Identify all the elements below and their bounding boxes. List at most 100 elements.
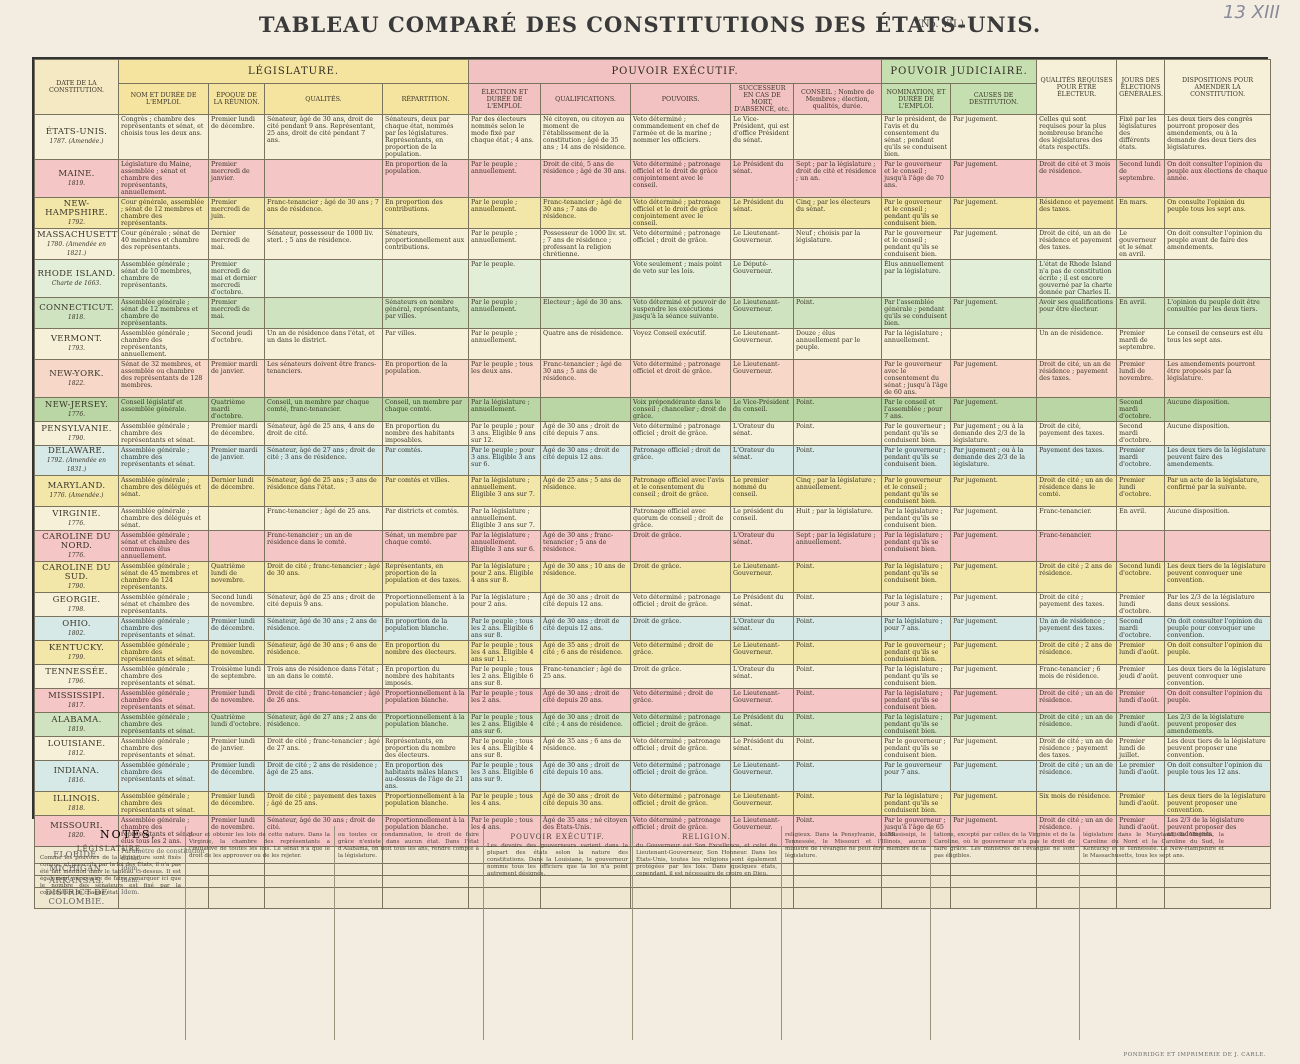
constitution-year: 1787. (Amendée.) xyxy=(49,138,104,145)
table-cell: Premier lundi d'août. xyxy=(1116,815,1166,847)
constitution-year: 1776. xyxy=(67,551,86,559)
table-cell: Le Président du sénat. xyxy=(730,712,795,737)
notes-divider xyxy=(1079,826,1080,1040)
state-row: INDIANA. 1816. Assemblée générale ; chambr… xyxy=(34,760,1272,792)
state-name: KENTUCKY. xyxy=(48,642,105,653)
table-cell: Droit de cité, un an de résidence et pay… xyxy=(1036,228,1118,260)
constitution-year: 1816. xyxy=(67,777,86,784)
table-cell xyxy=(1036,397,1118,422)
table-cell: Franc-tenancier ; 6 mois de résidence. xyxy=(1036,664,1118,689)
table-cell: Par jugement. xyxy=(950,712,1038,737)
table-cell: Âgé de 35 ans ; droit de cité ; 6 ans de… xyxy=(540,640,632,665)
table-cell: Veto déterminé ; patronage officiel et l… xyxy=(630,159,732,198)
notes-section: NOTES. LÉGISLATURE. Comme les pouvoirs de… xyxy=(32,822,1268,1050)
table-cell: Par la législature ; pour 3 ans. xyxy=(881,592,952,617)
state-name-cell: ALABAMA. 1819. xyxy=(34,712,119,737)
table-cell: Un an de résidence ; payement des taxes. xyxy=(1036,616,1118,641)
table-cell xyxy=(264,159,383,198)
table-cell: Droit de grâce. xyxy=(630,561,732,593)
table-cell: Les deux tiers de la législature peuvent… xyxy=(1164,445,1272,476)
table-cell: Par la législature ; annuellement. xyxy=(468,397,542,422)
table-cell: Point. xyxy=(793,815,883,847)
state-name: OHIO. xyxy=(62,618,91,629)
table-cell: Le Lieutenant-Gouverneur. xyxy=(730,760,795,792)
constitution-year: 1793. xyxy=(67,345,86,352)
table-cell: Sept ; par la législature ; droit de cit… xyxy=(793,159,883,198)
state-name-cell: CAROLINE DU NORD. 1776. xyxy=(34,530,119,562)
table-cell: Âgé de 35 ans ; né citoyen des États-Uni… xyxy=(540,815,632,847)
table-cell: Âgé de 30 ans ; droit de cité depuis 12 … xyxy=(540,445,632,476)
table-cell: Par la législature ; annuellement. Éligi… xyxy=(468,530,542,562)
constitution-year: 1776. xyxy=(67,519,86,527)
table-cell: Par le peuple ; annuellement. xyxy=(468,228,542,260)
table-cell: Sénateur, âgé de 25 ans ; 3 ans de résid… xyxy=(264,475,383,507)
table-cell: Possesseur de 1000 liv. st. ; 7 ans de r… xyxy=(540,228,632,260)
state-row: ÉTATS-UNIS. 1787. (Amendée.) Congrès ; cha… xyxy=(34,114,1272,160)
table-cell: En avril. xyxy=(1116,506,1166,531)
table-cell: Droit de cité, 5 ans de résidence ; âgé … xyxy=(540,159,632,198)
state-name: PENSYLVANIE. xyxy=(41,423,112,434)
state-row: ILLINOIS. 1818. Assemblée générale ; chamb… xyxy=(34,791,1272,816)
table-cell: Assemblée générale ; sénat et chambre de… xyxy=(118,592,209,617)
table-cell: Premier lundi de décembre. xyxy=(208,791,265,816)
table-cell: Veto déterminé ; patronage officiel et d… xyxy=(630,359,732,398)
table-cell: Par le peuple ; pour 3 ans. Éligible 9 a… xyxy=(468,421,542,446)
notes-text: pour et obtenir les lois de cette nature… xyxy=(189,832,330,859)
table-cell: Point. xyxy=(793,664,883,689)
table-cell xyxy=(540,259,632,298)
constitution-year: 1796. xyxy=(67,677,86,685)
table-cell: Par jugement. xyxy=(950,791,1038,816)
state-row: MASSACHUSETTS. 1780. (Amendée en 1821.) Co… xyxy=(34,228,1272,260)
notes-text: Comme les pouvoirs de la législature son… xyxy=(40,855,181,896)
table-cell: Dernier lundi de décembre. xyxy=(208,475,265,507)
table-cell: Par jugement. xyxy=(950,760,1038,792)
state-row: OHIO. 1802. Assemblée générale ; chambre d… xyxy=(34,616,1272,641)
table-cell: Par la législature ; pendant qu'ils se c… xyxy=(881,688,952,713)
table-cell: Sénat, un membre par chaque comté. xyxy=(381,530,470,562)
table-cell: Par comtés et villes. xyxy=(381,475,470,507)
table-cell: L'opinion du peuple doit être consultée … xyxy=(1164,297,1272,329)
state-row: NEW-YORK. 1822. Sénat de 32 membres, et as… xyxy=(34,359,1272,398)
table-cell: Le Président du sénat. xyxy=(730,197,795,229)
table-cell: Veto déterminé ; commandement en chef de… xyxy=(630,114,732,160)
state-row: VIRGINIE. 1776. Assemblée générale ; chamb… xyxy=(34,506,1272,531)
table-cell: Âgé de 35 ans ; 6 ans de résidence. xyxy=(540,736,632,761)
table-cell: En proportion de la population blanche. xyxy=(381,616,470,641)
constitution-year: 1776. xyxy=(67,410,86,418)
table-cell: Assemblée générale ; sénat de 12 membres… xyxy=(118,297,209,329)
table-cell: Assemblée générale ; chambre des représe… xyxy=(118,445,209,476)
table-cell: Par districts et comtés. xyxy=(381,506,470,531)
table-cell: Sénateurs, proportionnellement aux contr… xyxy=(381,228,470,260)
table-cell: Assemblée générale ; chambre des représe… xyxy=(118,421,209,446)
table-cell: Par le peuple ; tous les deux ans. xyxy=(468,359,542,398)
table-cell: Droit de cité ; 2 ans de résidence. xyxy=(1036,640,1118,665)
table-cell: Premier lundi d'août. xyxy=(1116,640,1166,665)
table-cell: Patronage officiel avec l'avis et le con… xyxy=(630,475,732,507)
table-cell: Les deux tiers de la législature peuvent… xyxy=(1164,561,1272,593)
table-cell: L'Orateur du sénat. xyxy=(730,445,795,476)
plate-number: (No. VII.) xyxy=(916,19,964,30)
column-subheader: CAUSES DE DESTITUTION. xyxy=(950,83,1038,115)
table-cell: Proportionnellement à la population blan… xyxy=(381,712,470,737)
table-cell: Droit de cité ; 2 ans de résidence. xyxy=(1036,561,1118,593)
table-cell: Âgé de 30 ans ; droit de cité depuis 12 … xyxy=(540,616,632,641)
table-cell: Par la législature ; pour 7 ans. xyxy=(881,616,952,641)
table-cell: Droit de cité ; payement des taxes ; âgé… xyxy=(264,791,383,816)
table-cell: Sénateur, âgé de 27 ans ; 2 ans de résid… xyxy=(264,712,383,737)
table-cell: Sénateur, âgé de 30 ans, droit de cité p… xyxy=(264,114,383,160)
table-cell: Les deux tiers de la législature peuvent… xyxy=(1164,664,1272,689)
column-subheader: ÉPOQUE DE LA RÉUNION. xyxy=(208,83,265,115)
state-row: MAINE. 1819. Législature du Maine, assembl… xyxy=(34,159,1272,198)
constitution-year: 1776. (Amendée.) xyxy=(49,492,104,499)
state-name-cell: KENTUCKY. 1799. xyxy=(34,640,119,665)
notes-text: Les devoirs des gouverneurs varient dans… xyxy=(487,843,628,877)
table-cell: Par jugement. xyxy=(950,664,1038,689)
notes-column: pour et obtenir les lois de cette nature… xyxy=(189,832,330,860)
table-cell: Assemblée générale ; chambre des représe… xyxy=(118,791,209,816)
table-cell: Sénateur, âgé de 27 ans ; droit de cité … xyxy=(264,445,383,476)
table-cell: Par le peuple ; annuellement. xyxy=(468,159,542,198)
table-cell: Premier mardi de septembre. xyxy=(1116,328,1166,360)
state-name-cell: RHODE ISLAND. Charte de 1663. xyxy=(34,259,119,298)
table-cell: Droit de cité ; franc-tenancier ; âgé de… xyxy=(264,688,383,713)
table-cell: Par le peuple ; tous les 2 ans. Éligible… xyxy=(468,664,542,689)
